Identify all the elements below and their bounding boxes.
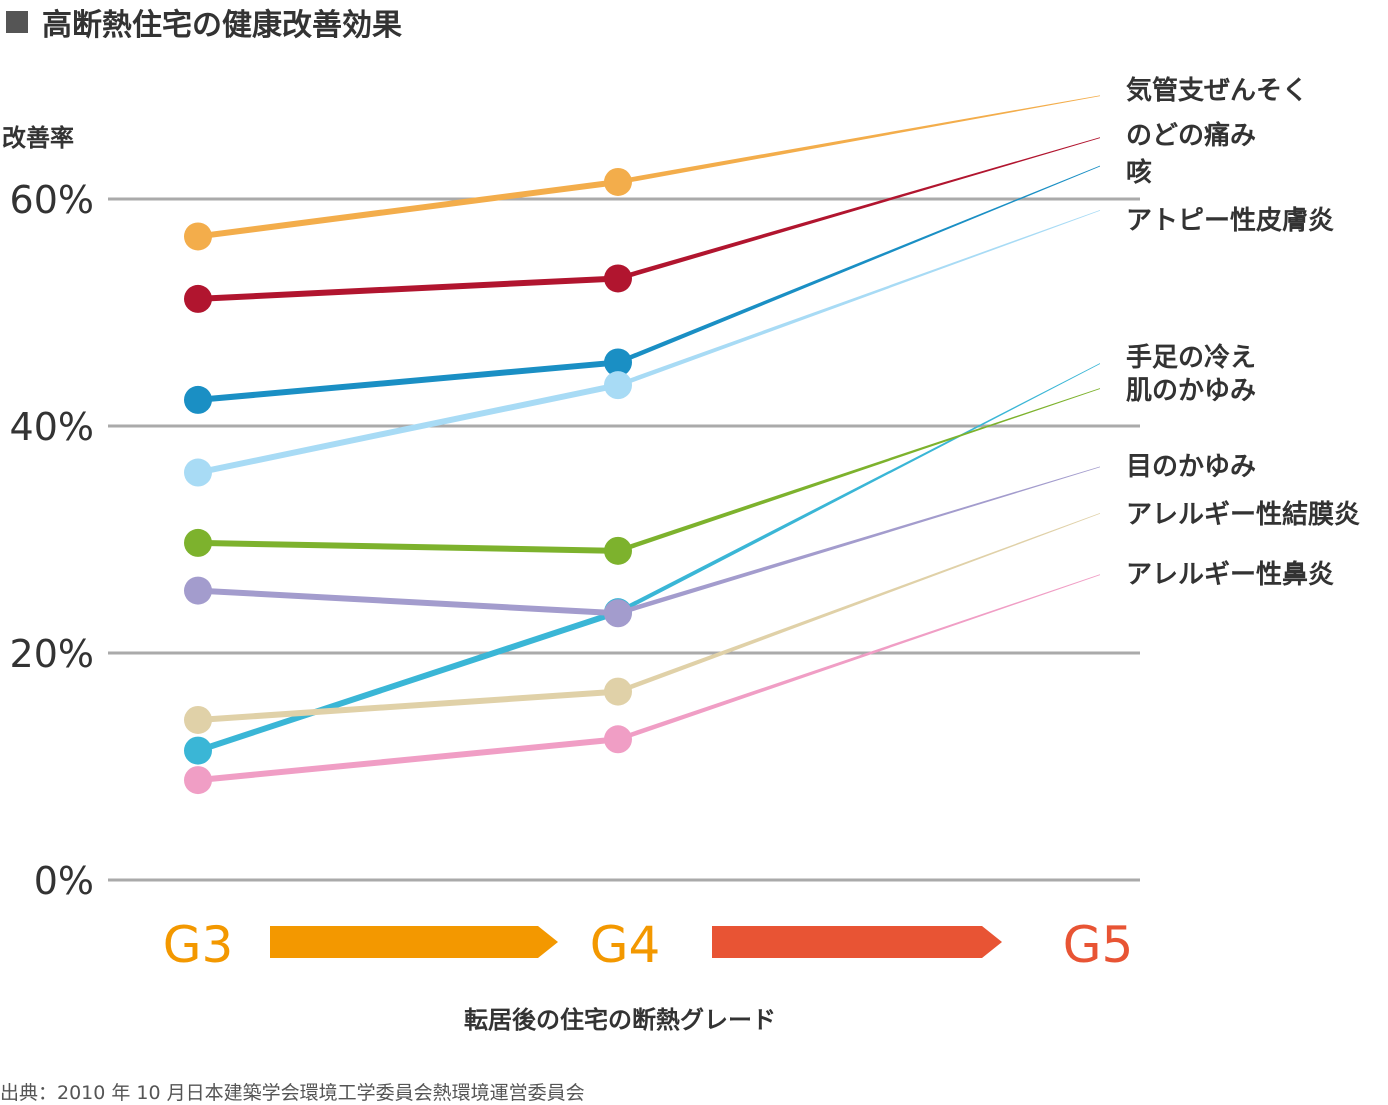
y-tick-label-1: 20% xyxy=(10,632,94,676)
data-point-g4 xyxy=(604,264,632,293)
series-label-4: 手足の冷え xyxy=(1126,342,1256,373)
series-label-5: 肌のかゆみ xyxy=(1126,376,1256,406)
grade-arrow-1 xyxy=(270,926,558,958)
series-7 xyxy=(184,512,1100,734)
series-line-g4-g5 xyxy=(618,512,1100,695)
data-point-g4 xyxy=(604,725,632,754)
x-category-g4: G4 xyxy=(590,916,661,974)
series-label-0: 気管支ぜんそく xyxy=(1126,75,1308,106)
data-point-g3 xyxy=(184,458,212,487)
data-point-g4 xyxy=(604,677,632,706)
series-3 xyxy=(184,209,1100,487)
series-line-g3-g4 xyxy=(197,178,619,240)
data-point-g3 xyxy=(184,576,212,605)
data-point-g3 xyxy=(184,284,212,313)
data-point-g4 xyxy=(604,167,632,196)
series-label-7: アレルギー性結膜炎 xyxy=(1126,499,1360,530)
series-2 xyxy=(184,165,1100,414)
series-line-g3-g4 xyxy=(197,609,619,754)
data-point-g4 xyxy=(604,599,632,628)
series-label-1: のどの痛み xyxy=(1126,120,1256,151)
grade-arrow-2 xyxy=(712,926,1002,958)
data-point-g3 xyxy=(184,736,212,765)
series-0 xyxy=(184,95,1100,251)
data-point-g4 xyxy=(604,371,632,400)
series-label-6: 目のかゆみ xyxy=(1126,452,1256,482)
series-label-2: 咳 xyxy=(1126,157,1152,188)
y-axis-label: 改善率 xyxy=(2,124,74,152)
data-point-g4 xyxy=(604,348,632,377)
y-tick-label-3: 60% xyxy=(10,178,94,222)
series-line-g3-g4 xyxy=(197,359,619,403)
data-point-g3 xyxy=(184,222,212,251)
y-tick-label-2: 40% xyxy=(10,405,94,449)
series-line-g3-g4 xyxy=(197,539,619,554)
series-line-g3-g4 xyxy=(197,587,619,617)
data-point-g3 xyxy=(184,528,212,557)
series-line-g4-g5 xyxy=(618,165,1100,365)
series-line-g3-g4 xyxy=(197,382,619,476)
series-line-g4-g5 xyxy=(618,137,1100,281)
series-5 xyxy=(184,388,1100,565)
x-axis-label: 転居後の住宅の断熱グレード xyxy=(464,1006,776,1034)
series-label-3: アトピー性皮膚炎 xyxy=(1126,206,1334,236)
chart-title: 高断熱住宅の健康改善効果 xyxy=(6,0,402,44)
source-note: 出典：2010 年 10 月日本建築学会環境工学委員会熱環境運営委員会 xyxy=(0,1082,585,1104)
series-line-g4-g5 xyxy=(618,95,1100,185)
series-line-g4-g5 xyxy=(618,363,1100,615)
series-6 xyxy=(184,466,1100,628)
series-line-g3-g4 xyxy=(197,688,619,723)
y-tick-label-0: 0% xyxy=(34,859,94,903)
series-label-8: アレルギー性鼻炎 xyxy=(1126,560,1334,590)
chart-title-text: 高断熱住宅の健康改善効果 xyxy=(42,8,402,43)
series-1 xyxy=(184,137,1100,313)
data-point-g3 xyxy=(184,385,212,414)
data-point-g4 xyxy=(604,536,632,565)
series-line-g4-g5 xyxy=(618,209,1100,388)
series-line-g3-g4 xyxy=(197,736,619,784)
series-8 xyxy=(184,574,1100,795)
x-category-g5: G5 xyxy=(1063,916,1134,974)
series-line-g4-g5 xyxy=(618,574,1100,742)
series-line-g3-g4 xyxy=(197,275,619,302)
data-point-g3 xyxy=(184,705,212,734)
data-point-g3 xyxy=(184,766,212,795)
x-category-g3: G3 xyxy=(163,916,234,974)
series-line-g4-g5 xyxy=(618,388,1100,554)
title-square-icon xyxy=(6,11,28,33)
series-line-g4-g5 xyxy=(618,466,1100,616)
